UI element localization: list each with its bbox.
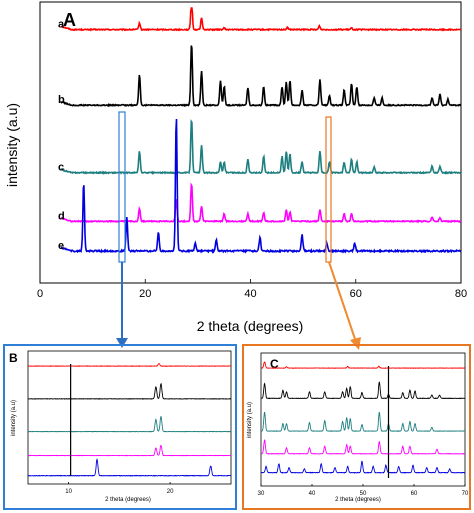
panel-b-series-d-line [28, 445, 232, 457]
panel-a-frame [39, 1, 462, 284]
series-label-a: a [58, 19, 65, 31]
panel-a-series-d-line [60, 182, 462, 224]
panel-b-series-a-line [28, 362, 232, 368]
panel-c-series-d-line [260, 439, 466, 455]
panel-c: C 30 40 50 60 70 2 theta (degrees) intensity… [242, 344, 471, 510]
x-tick-label: 40 [244, 288, 256, 300]
panel-b-series [27, 362, 232, 477]
highlight-box-c [325, 116, 332, 263]
panel-b-border [3, 344, 237, 510]
panel-b-y-axis-label: intensity (a.u) [11, 400, 17, 436]
panel-c-letter: C [270, 357, 279, 371]
x-tick-label: 80 [455, 288, 467, 300]
panel-a-letter: A [63, 10, 76, 30]
panel-b-x-ticks: 10 20 [65, 482, 174, 495]
panel-c-series-e-line [260, 460, 466, 474]
panel-a-series-a-line [60, 7, 462, 32]
panel-b: B 10 20 2 theta (degrees) intensity (a.u) [3, 344, 237, 510]
panel-c-series-b-line [260, 381, 465, 400]
panel-b-series-b-line [27, 382, 232, 400]
series-label-b: b [58, 94, 65, 106]
panel-b-series-e-line [27, 458, 232, 477]
x-tick-label: 20 [139, 288, 151, 300]
highlight-box-b [118, 111, 126, 263]
panel-c-border [242, 344, 471, 510]
arrow-head-c [350, 337, 361, 350]
panel-b-x-axis-label: 2 theta (degrees) [105, 497, 151, 503]
panel-c-x-ticks: 30 40 50 60 70 [258, 484, 469, 497]
x-tick-label: 0 [37, 288, 43, 300]
panel-a-x-axis-label: 2 theta (degrees) [197, 318, 304, 334]
panel-a: A a b c d e 0 20 40 60 80 2 theta (degrees) inte… [4, 1, 467, 334]
callout-arrows [116, 261, 361, 350]
series-label-c: c [58, 162, 64, 174]
x-tick-label: 60 [411, 491, 418, 497]
panel-a-y-axis-label: intensity (a.u) [4, 103, 20, 187]
x-tick-label: 50 [360, 491, 367, 497]
x-tick-label: 60 [350, 288, 362, 300]
panel-a-series-e-line [60, 118, 462, 254]
panel-c-x-axis-label: 2 theta (degrees) [335, 497, 381, 503]
panel-c-series-c-line [261, 411, 466, 432]
panel-b-series-c-line [27, 416, 232, 433]
panel-b-frame [27, 350, 232, 485]
x-tick-label: 30 [258, 491, 265, 497]
panel-c-series [260, 361, 466, 478]
panel-a-series-labels: a b c d e [58, 19, 65, 252]
panel-b-letter: B [9, 351, 18, 365]
panel-c-y-axis-label: intensity (a.u) [247, 402, 253, 438]
panel-a-series [60, 7, 462, 254]
series-label-e: e [58, 240, 64, 252]
arrow-head-b [116, 338, 128, 348]
x-tick-label: 40 [309, 491, 316, 497]
panel-a-x-ticks: 0 20 40 60 80 [37, 279, 467, 300]
panel-a-series-c-line [60, 118, 462, 175]
x-tick-label: 20 [167, 489, 174, 495]
x-tick-label: 10 [65, 489, 72, 495]
series-label-d: d [58, 210, 65, 222]
panel-c-series-a-line [260, 361, 466, 369]
arrow-to-panel-c [328, 261, 357, 343]
panel-a-series-b-line [60, 45, 462, 108]
x-tick-label: 70 [462, 491, 469, 497]
